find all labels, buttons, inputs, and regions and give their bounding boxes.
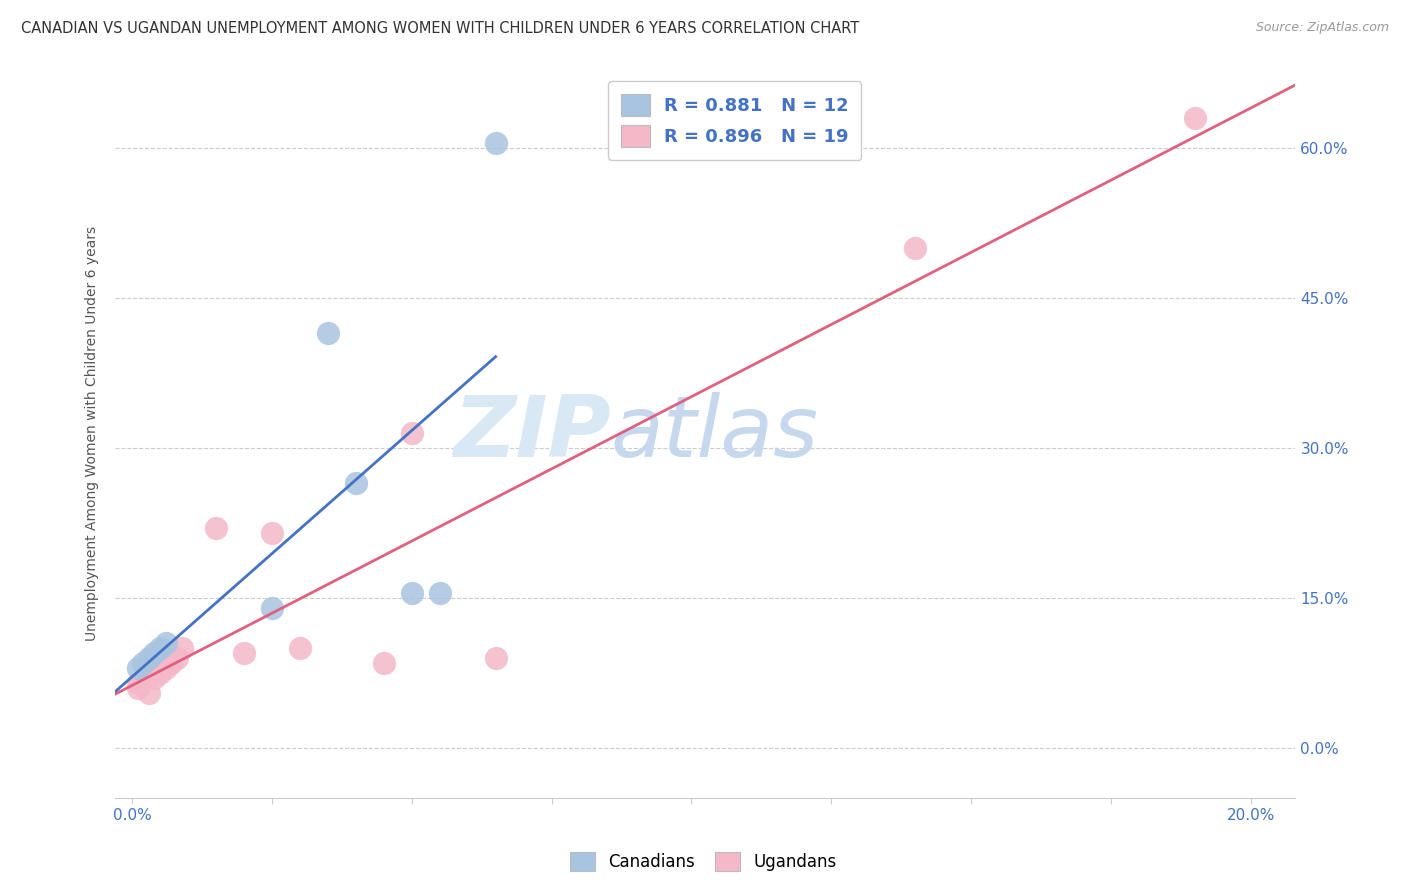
Point [143,646,166,660]
Point [149,666,172,681]
Y-axis label: Unemployment Among Women with Children Under 6 years: Unemployment Among Women with Children U… [86,226,100,640]
Point [316,326,339,341]
Point [485,136,508,151]
Point [127,676,149,690]
Legend: R = 0.881   N = 12, R = 0.896   N = 19: R = 0.881 N = 12, R = 0.896 N = 19 [609,81,862,160]
Text: Source: ZipAtlas.com: Source: ZipAtlas.com [1256,21,1389,34]
Point [132,656,155,670]
Point [904,241,927,255]
Point [373,656,395,670]
Text: atlas: atlas [612,392,818,475]
Point [127,681,149,695]
Point [160,656,183,670]
Point [288,641,311,656]
Point [155,661,177,675]
Point [260,601,283,615]
Point [149,641,172,656]
Point [132,671,155,685]
Point [260,526,283,541]
Point [127,661,149,675]
Point [401,586,423,600]
Point [232,646,254,660]
Point [138,686,160,700]
Point [205,521,228,535]
Point [166,651,188,665]
Point [1184,112,1206,126]
Point [344,476,367,491]
Point [401,426,423,441]
Text: CANADIAN VS UGANDAN UNEMPLOYMENT AMONG WOMEN WITH CHILDREN UNDER 6 YEARS CORRELA: CANADIAN VS UGANDAN UNEMPLOYMENT AMONG W… [21,21,859,36]
Point [143,671,166,685]
Point [138,651,160,665]
Legend: Canadians, Ugandans: Canadians, Ugandans [561,843,845,880]
Point [485,651,508,665]
Point [429,586,451,600]
Point [172,641,194,656]
Text: ZIP: ZIP [453,392,612,475]
Point [155,636,177,650]
